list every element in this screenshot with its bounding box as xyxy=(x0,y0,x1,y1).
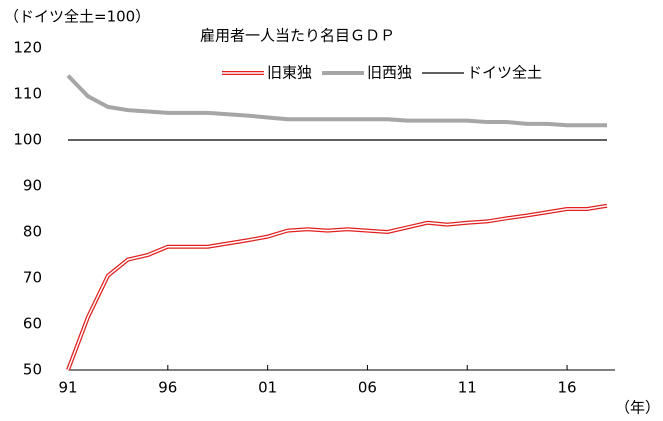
x-tick-label: 16 xyxy=(558,379,577,397)
x-tick-label: 96 xyxy=(158,379,177,397)
y-tick-label: 80 xyxy=(23,223,42,241)
series-line-inner xyxy=(67,205,608,371)
x-tick-label: 06 xyxy=(358,379,377,397)
legend-label: 旧西独 xyxy=(367,64,412,82)
y-tick-label: 100 xyxy=(13,131,42,149)
y-tick-label: 90 xyxy=(23,177,42,195)
x-axis-label: （年） xyxy=(615,399,660,417)
y-axis-label: （ドイツ全土=100） xyxy=(4,8,150,26)
x-tick-label: 01 xyxy=(258,379,277,397)
legend-label: ドイツ全土 xyxy=(467,64,542,82)
legend-label: 旧東独 xyxy=(267,64,312,82)
y-tick-label: 70 xyxy=(23,269,42,287)
series-line xyxy=(66,74,607,128)
x-tick-label: 11 xyxy=(458,379,477,397)
y-tick-label: 120 xyxy=(13,39,42,57)
y-tick-label: 50 xyxy=(23,361,42,379)
chart-title: 雇用者一人当たり名目ＧＤＰ xyxy=(200,27,395,45)
y-tick-label: 110 xyxy=(13,85,42,103)
y-tick-label: 60 xyxy=(23,315,42,333)
x-tick-label: 91 xyxy=(58,379,77,397)
